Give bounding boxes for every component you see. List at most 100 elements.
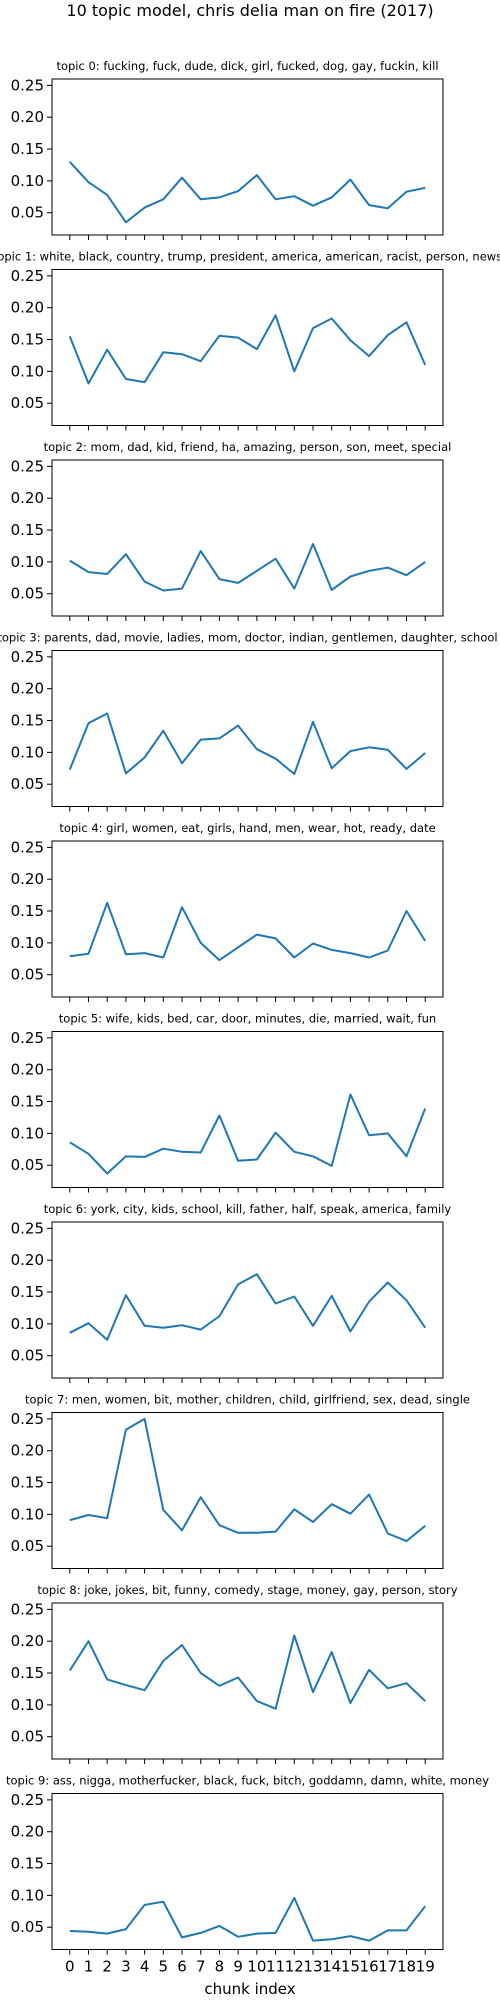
data-point: [162, 198, 164, 200]
data-point: [406, 321, 408, 323]
data-point: [237, 1283, 239, 1285]
data-point: [368, 1301, 370, 1303]
data-point: [387, 1929, 389, 1931]
data-point: [125, 553, 127, 555]
data-point: [144, 952, 146, 954]
data-point: [387, 1132, 389, 1134]
y-tick-label: 0.15: [11, 1283, 44, 1301]
data-point: [368, 1494, 370, 1496]
data-point: [218, 737, 220, 739]
data-point: [349, 339, 351, 341]
data-point: [144, 1689, 146, 1691]
data-point: [406, 574, 408, 576]
data-point: [125, 1928, 127, 1930]
x-tick-label: 16: [360, 1958, 379, 1976]
y-tick-label: 0.25: [11, 457, 44, 475]
y-tick-label: 0.25: [11, 1029, 44, 1047]
panel-title: topic 2: mom, dad, kid, friend, ha, amaz…: [44, 440, 452, 454]
y-tick-label: 0.15: [11, 331, 44, 349]
data-point: [387, 749, 389, 751]
data-point: [162, 1901, 164, 1903]
data-point: [181, 1936, 183, 1938]
data-point: [293, 195, 295, 197]
y-tick-label: 0.10: [11, 362, 44, 380]
x-axis-label: chunk index: [204, 1980, 295, 1998]
topic-panel-1: topic 1: white, black, country, trump, p…: [0, 250, 500, 431]
data-point: [275, 758, 277, 760]
x-tick-label: 18: [397, 1958, 416, 1976]
y-tick-label: 0.20: [11, 1823, 44, 1841]
x-tick-label: 9: [233, 1958, 243, 1976]
data-point: [87, 722, 89, 724]
data-point: [218, 1115, 220, 1117]
data-point: [181, 1529, 183, 1531]
data-point: [293, 1151, 295, 1153]
data-point: [331, 589, 333, 591]
data-point: [125, 1684, 127, 1686]
data-point: [293, 370, 295, 372]
data-point: [144, 1418, 146, 1420]
data-point: [218, 1524, 220, 1526]
data-point: [349, 1094, 351, 1096]
data-point: [349, 1513, 351, 1515]
data-point: [181, 588, 183, 590]
data-point: [144, 1904, 146, 1906]
y-tick-label: 0.15: [11, 902, 44, 920]
data-point: [218, 578, 220, 580]
data-point: [331, 1651, 333, 1653]
data-point: [312, 1691, 314, 1693]
data-point: [275, 314, 277, 316]
data-point: [181, 1324, 183, 1326]
data-point: [293, 588, 295, 590]
data-point: [87, 1153, 89, 1155]
data-point: [256, 1273, 258, 1275]
data-point: [275, 937, 277, 939]
data-point: [275, 1531, 277, 1533]
data-point: [349, 1702, 351, 1704]
data-point: [256, 1532, 258, 1534]
figure-title: 10 topic model, chris delia man on fire …: [66, 1, 433, 20]
data-point: [69, 955, 71, 957]
data-point: [106, 713, 108, 715]
data-point: [125, 953, 127, 955]
data-point: [87, 382, 89, 384]
series-line: [69, 1273, 427, 1341]
data-point: [237, 1936, 239, 1938]
data-point: [387, 334, 389, 336]
series-line: [69, 543, 426, 592]
data-point: [424, 561, 426, 563]
data-point: [312, 543, 314, 545]
data-point: [331, 318, 333, 320]
topic-panel-5: topic 5: wife, kids, bed, car, door, min…: [11, 1012, 444, 1193]
data-point: [237, 582, 239, 584]
data-point: [162, 1509, 164, 1511]
data-point: [349, 750, 351, 752]
data-point: [293, 1295, 295, 1297]
panel-title: topic 5: wife, kids, bed, car, door, min…: [59, 1012, 436, 1026]
data-point: [162, 590, 164, 592]
data-point: [218, 335, 220, 337]
x-tick-label: 6: [177, 1958, 187, 1976]
y-tick-label: 0.15: [11, 1855, 44, 1873]
data-point: [406, 191, 408, 193]
data-point: [293, 1508, 295, 1510]
data-point: [218, 1925, 220, 1927]
y-tick-label: 0.15: [11, 521, 44, 539]
data-point: [144, 581, 146, 583]
axes-frame: [51, 1602, 444, 1760]
topic-panel-2: topic 2: mom, dad, kid, friend, ha, amaz…: [11, 440, 452, 621]
y-tick-label: 0.05: [11, 204, 44, 222]
data-point: [218, 1315, 220, 1317]
topic-panel-0: topic 0: fucking, fuck, dude, dick, girl…: [11, 59, 444, 240]
data-point: [312, 327, 314, 329]
y-tick-label: 0.25: [11, 1600, 44, 1618]
data-point: [144, 207, 146, 209]
data-point: [256, 1158, 258, 1160]
x-tick-label: 1: [84, 1958, 94, 1976]
data-point: [87, 1640, 89, 1642]
data-point: [162, 730, 164, 732]
data-point: [424, 752, 426, 754]
topic-panel-3: topic 3: parents, dad, movie, ladies, mo…: [0, 631, 498, 812]
data-point: [387, 567, 389, 569]
data-point: [125, 772, 127, 774]
